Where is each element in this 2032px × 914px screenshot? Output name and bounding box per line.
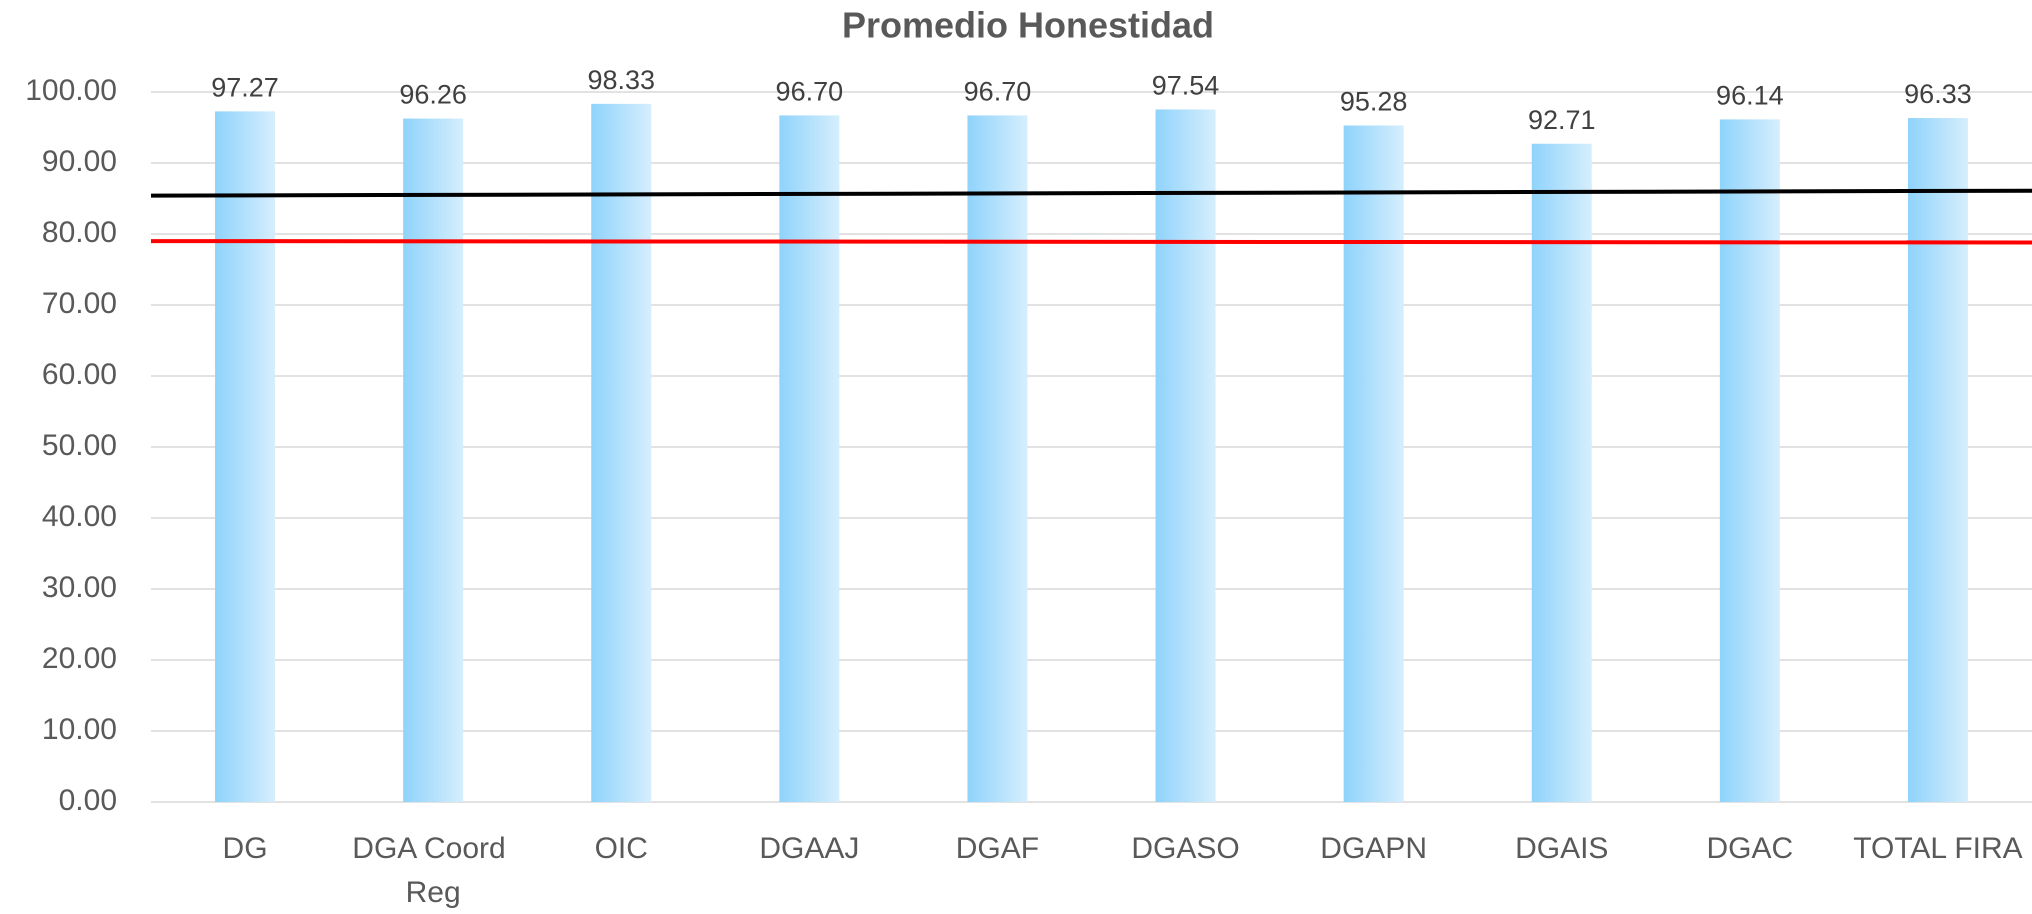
x-tick-label: TOTAL FIRA [1853, 832, 2022, 865]
bar [1343, 125, 1404, 802]
y-tick-label: 40.00 [42, 500, 117, 533]
bar [1531, 143, 1592, 802]
data-label: 95.28 [1340, 87, 1408, 117]
y-tick-label: 70.00 [42, 287, 117, 320]
reference-line [150, 188, 2032, 198]
bar [967, 115, 1028, 803]
data-label: 96.14 [1716, 81, 1784, 111]
x-tick-label-line: DGA Coord [352, 832, 514, 865]
y-tick-label: 0.00 [59, 784, 117, 817]
bar [1719, 119, 1780, 802]
x-tick-label-line: Reg [406, 876, 461, 909]
bar [215, 111, 276, 803]
bar [1907, 118, 1968, 802]
y-tick-label: 60.00 [42, 358, 117, 391]
data-label: 96.26 [399, 80, 467, 110]
bar [403, 118, 464, 802]
x-tick-label: DGAC [1707, 832, 1794, 865]
y-tick-label: 10.00 [42, 713, 117, 746]
x-tick-label: DGA Coord Reg [352, 832, 514, 909]
data-label: 97.54 [1152, 71, 1220, 101]
data-label: 96.33 [1904, 79, 1972, 109]
chart-title: Promedio Honestidad [842, 5, 1214, 46]
x-tick-label: DG [223, 832, 268, 865]
y-tick-label: 30.00 [42, 571, 117, 604]
data-label: 96.70 [964, 77, 1032, 107]
reference-line [150, 239, 2032, 245]
bar [591, 103, 652, 803]
x-tick-label: DGASO [1131, 832, 1239, 865]
bar [1155, 109, 1216, 802]
x-tick-label: DGAPN [1320, 832, 1427, 865]
x-tick-label: OIC [595, 832, 648, 865]
y-tick-label: 90.00 [42, 145, 117, 178]
x-tick-label: DGAAJ [759, 832, 859, 865]
y-tick-label: 50.00 [42, 429, 117, 462]
y-tick-label: 20.00 [42, 642, 117, 675]
bar [779, 115, 840, 803]
data-label: 97.27 [211, 73, 279, 103]
y-tick-label: 80.00 [42, 216, 117, 249]
data-label: 92.71 [1528, 105, 1596, 135]
x-tick-label: DGAIS [1515, 832, 1608, 865]
data-label: 96.70 [776, 77, 844, 107]
y-tick-label: 100.00 [25, 74, 117, 107]
x-tick-label: DGAF [956, 832, 1039, 865]
data-label: 98.33 [587, 65, 655, 95]
